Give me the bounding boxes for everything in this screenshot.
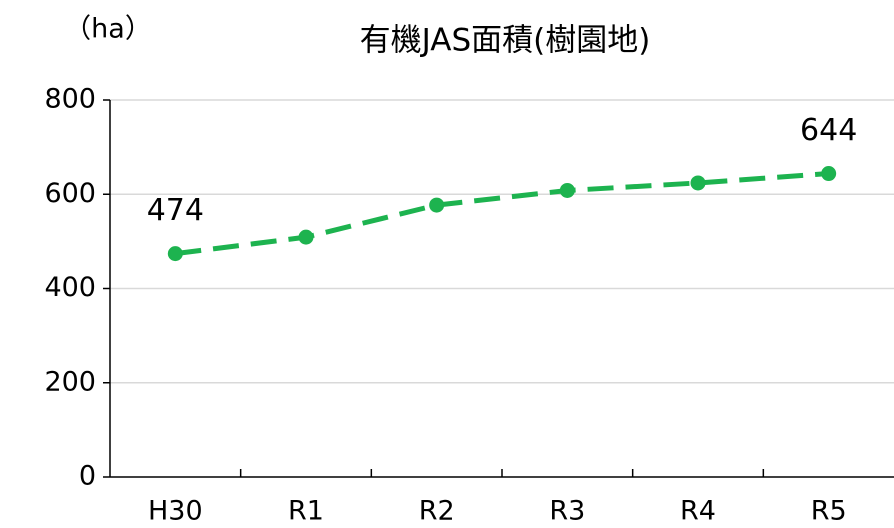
x-tick-label: R2 <box>419 496 455 527</box>
data-label: 474 <box>147 193 204 228</box>
y-tick-label: 200 <box>44 366 96 397</box>
data-label: 644 <box>800 113 857 148</box>
data-point <box>821 166 837 182</box>
y-tick-label: 800 <box>44 84 96 115</box>
data-point <box>429 197 445 213</box>
data-point <box>167 246 183 262</box>
y-tick-label: 600 <box>44 178 96 209</box>
data-point <box>559 182 575 198</box>
y-tick-label: 400 <box>44 272 96 303</box>
x-tick-label: H30 <box>148 496 203 527</box>
x-tick-label: R3 <box>549 496 585 527</box>
data-point <box>690 175 706 191</box>
y-tick-label: 0 <box>79 461 96 492</box>
chart-title: 有機JAS面積(樹園地) <box>360 23 651 59</box>
x-tick-label: R4 <box>680 496 716 527</box>
data-point <box>298 229 314 245</box>
y-axis-label: （ha） <box>64 14 152 45</box>
x-tick-label: R1 <box>288 496 324 527</box>
x-tick-label: R5 <box>811 496 847 527</box>
data-line <box>175 171 829 257</box>
